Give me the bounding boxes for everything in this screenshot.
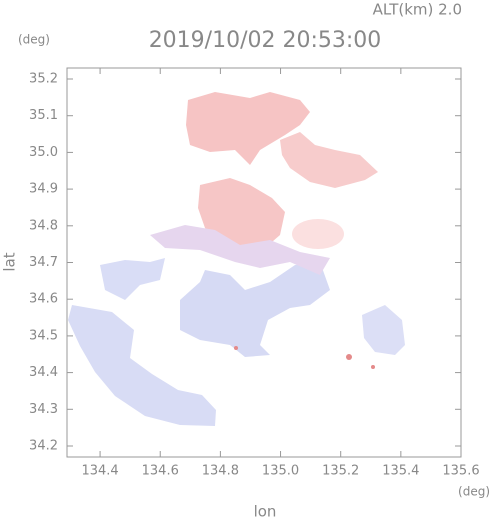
y-tick-label: 34.7: [29, 255, 58, 270]
echoes: [68, 92, 405, 426]
y-tick-label: 35.1: [29, 108, 58, 123]
x-tick-label: 135.2: [322, 464, 359, 479]
echo-negative: [68, 305, 216, 426]
echo-positive: [234, 346, 238, 350]
y-tick-label: 35.0: [29, 145, 58, 160]
echo-positive: [371, 365, 375, 369]
echo-positive: [280, 132, 378, 188]
y-tick-label: 34.3: [29, 402, 58, 417]
x-tick-label: 135.6: [442, 464, 479, 479]
echo-negative: [100, 258, 165, 300]
y-tick-label: 34.9: [29, 182, 58, 197]
y-unit: (deg): [18, 33, 50, 47]
echo-negative: [180, 262, 330, 357]
x-tick-label: 135.0: [262, 464, 299, 479]
echo-positive: [346, 354, 352, 360]
y-tick-label: 34.5: [29, 328, 58, 343]
x-unit: (deg): [458, 485, 490, 499]
x-axis-label: lon: [254, 503, 277, 521]
echo-positive: [186, 92, 310, 165]
echo-positive: [292, 219, 344, 249]
x-tick-label: 134.4: [81, 464, 118, 479]
x-tick-label: 135.4: [382, 464, 419, 479]
y-tick-label: 34.2: [29, 438, 58, 453]
y-tick-label: 35.2: [29, 72, 58, 87]
echo-mixed: [150, 225, 330, 275]
y-tick-label: 34.6: [29, 292, 58, 307]
y-tick-label: 34.8: [29, 218, 58, 233]
y-axis-label: lat: [1, 252, 19, 271]
x-tick-label: 134.6: [142, 464, 179, 479]
altitude-label: ALT(km) 2.0: [373, 1, 462, 19]
y-tick-label: 34.4: [29, 365, 58, 380]
chart-title: 2019/10/02 20:53:00: [149, 28, 382, 53]
echo-negative: [362, 305, 405, 355]
x-tick-label: 134.8: [202, 464, 239, 479]
